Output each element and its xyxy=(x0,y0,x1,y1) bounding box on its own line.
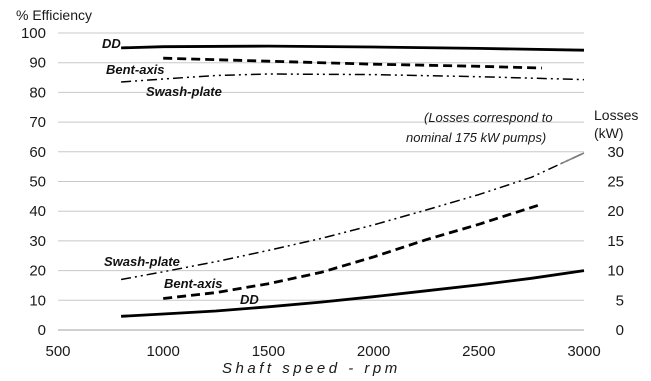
series-line-losses-bent-axis xyxy=(163,202,543,300)
series-line-losses-swash-plate xyxy=(120,152,585,281)
y-axis-ticks: 0 10 20 30 40 50 60 70 80 90 100 xyxy=(21,25,46,339)
y-tick-label: 40 xyxy=(29,203,46,220)
y2-tick-label: 30 xyxy=(607,144,624,161)
y-tick-label: 50 xyxy=(29,174,46,191)
y2-tick-label: 0 xyxy=(616,322,624,339)
y2-tick-label: 25 xyxy=(607,174,624,191)
x-axis-label: Shaft speed - rpm xyxy=(222,360,401,377)
label-bent-axis-efficiency: Bent-axis xyxy=(106,62,165,77)
x-axis-ticks: 500 1000 1500 2000 2500 3000 xyxy=(45,343,600,360)
y-tick-label: 10 xyxy=(29,292,46,309)
x-tick-label: 2500 xyxy=(462,343,495,360)
y-tick-label: 0 xyxy=(38,322,46,339)
y-tick-label: 70 xyxy=(29,114,46,131)
y-tick-label: 20 xyxy=(29,263,46,280)
x-tick-label: 3000 xyxy=(567,343,600,360)
series-line-efficiency-bent-axis xyxy=(163,56,542,70)
label-dd-efficiency: DD xyxy=(102,36,121,51)
series-lines xyxy=(120,44,585,318)
label-swash-plate-losses: Swash-plate xyxy=(104,254,180,269)
x-tick-label: 1000 xyxy=(147,343,180,360)
y2-tick-label: 5 xyxy=(616,292,624,309)
y-axis-label: % Efficiency xyxy=(16,7,92,23)
y-tick-label: 90 xyxy=(29,55,46,72)
y2-tick-label: 10 xyxy=(607,263,624,280)
label-dd-losses: DD xyxy=(240,292,259,307)
series-line-efficiency-swash-plate xyxy=(121,73,585,83)
x-tick-label: 500 xyxy=(45,343,70,360)
y2-tick-label: 15 xyxy=(607,233,624,250)
x-tick-label: 1500 xyxy=(252,343,285,360)
label-swash-plate-efficiency: Swash-plate xyxy=(146,84,222,99)
losses-note-line1: (Losses correspond to xyxy=(424,110,553,125)
series-tail-losses-swash-plate xyxy=(559,152,585,165)
y2-axis-label-line2: (kW) xyxy=(594,125,624,141)
y2-axis-label-line1: Losses xyxy=(594,107,638,123)
series-line-losses-dd xyxy=(121,269,585,318)
x-tick-label: 2000 xyxy=(357,343,390,360)
y-tick-label: 80 xyxy=(29,84,46,101)
y2-axis-ticks: 0 5 10 15 20 25 30 xyxy=(607,144,624,339)
y2-tick-label: 20 xyxy=(607,203,624,220)
label-bent-axis-losses: Bent-axis xyxy=(164,276,223,291)
y-tick-label: 30 xyxy=(29,233,46,250)
series-line-efficiency-dd xyxy=(121,44,585,52)
y-tick-label: 60 xyxy=(29,144,46,161)
y-tick-label: 100 xyxy=(21,25,46,42)
losses-note-line2: nominal 175 kW pumps) xyxy=(406,130,546,145)
